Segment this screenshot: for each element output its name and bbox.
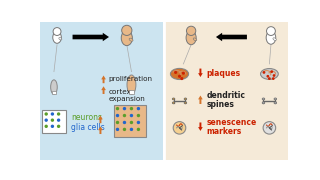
Ellipse shape: [53, 31, 61, 43]
Text: glia cells: glia cells: [71, 123, 105, 132]
Circle shape: [116, 121, 119, 124]
Text: dendritic
spines: dendritic spines: [207, 91, 246, 109]
Circle shape: [263, 71, 265, 74]
FancyArrow shape: [198, 69, 203, 77]
Circle shape: [44, 125, 48, 128]
Circle shape: [130, 128, 133, 131]
Circle shape: [180, 77, 183, 80]
Circle shape: [130, 121, 133, 124]
Ellipse shape: [121, 30, 132, 46]
FancyArrow shape: [101, 86, 106, 94]
Ellipse shape: [262, 98, 265, 100]
Ellipse shape: [184, 98, 187, 100]
Ellipse shape: [186, 31, 196, 45]
Circle shape: [44, 112, 48, 116]
Circle shape: [137, 128, 140, 131]
Ellipse shape: [184, 102, 187, 104]
Circle shape: [187, 26, 196, 35]
Ellipse shape: [260, 69, 278, 79]
Ellipse shape: [274, 98, 277, 100]
Circle shape: [137, 114, 140, 117]
Circle shape: [57, 118, 60, 122]
Circle shape: [51, 125, 54, 128]
Bar: [165, 22, 288, 160]
Circle shape: [130, 114, 133, 117]
Circle shape: [137, 107, 140, 110]
Ellipse shape: [273, 38, 276, 40]
Circle shape: [53, 28, 61, 35]
Circle shape: [123, 107, 126, 110]
Ellipse shape: [274, 102, 277, 104]
Text: cortex
expansion: cortex expansion: [108, 89, 145, 102]
FancyArrow shape: [98, 126, 103, 134]
Circle shape: [123, 114, 126, 117]
Circle shape: [57, 112, 60, 116]
Ellipse shape: [193, 38, 197, 41]
Ellipse shape: [266, 31, 276, 44]
Text: plaques: plaques: [207, 69, 241, 78]
FancyArrow shape: [101, 75, 106, 83]
Bar: [42, 110, 66, 133]
Bar: [52, 91, 56, 94]
Circle shape: [123, 121, 126, 124]
Bar: [129, 90, 134, 94]
Bar: [114, 105, 146, 137]
Circle shape: [273, 74, 276, 77]
Ellipse shape: [59, 38, 62, 40]
Ellipse shape: [127, 75, 136, 95]
Circle shape: [130, 107, 133, 110]
Ellipse shape: [172, 98, 175, 100]
Circle shape: [267, 27, 276, 35]
Circle shape: [137, 121, 140, 124]
Circle shape: [272, 77, 275, 80]
FancyArrow shape: [73, 33, 109, 41]
Ellipse shape: [51, 80, 57, 94]
Ellipse shape: [172, 102, 175, 104]
Circle shape: [51, 118, 54, 122]
Ellipse shape: [262, 102, 265, 104]
Bar: [40, 22, 163, 160]
Circle shape: [123, 128, 126, 131]
FancyArrow shape: [198, 96, 203, 104]
Circle shape: [267, 75, 269, 78]
Circle shape: [263, 122, 276, 134]
Ellipse shape: [129, 38, 133, 41]
Text: proliferation: proliferation: [108, 76, 152, 82]
Circle shape: [178, 75, 181, 78]
Circle shape: [174, 71, 177, 74]
Circle shape: [51, 112, 54, 116]
Circle shape: [44, 118, 48, 122]
FancyArrow shape: [198, 122, 203, 131]
Circle shape: [116, 128, 119, 131]
Circle shape: [57, 125, 60, 128]
Circle shape: [268, 77, 271, 80]
Circle shape: [116, 114, 119, 117]
Circle shape: [116, 107, 119, 110]
Text: senescence
markers: senescence markers: [207, 118, 257, 136]
Text: neurons: neurons: [71, 113, 102, 122]
FancyArrow shape: [216, 33, 247, 41]
FancyArrow shape: [98, 116, 103, 123]
Circle shape: [122, 25, 132, 35]
Circle shape: [182, 72, 185, 75]
Circle shape: [173, 122, 186, 134]
Ellipse shape: [171, 68, 188, 80]
Circle shape: [270, 70, 273, 73]
